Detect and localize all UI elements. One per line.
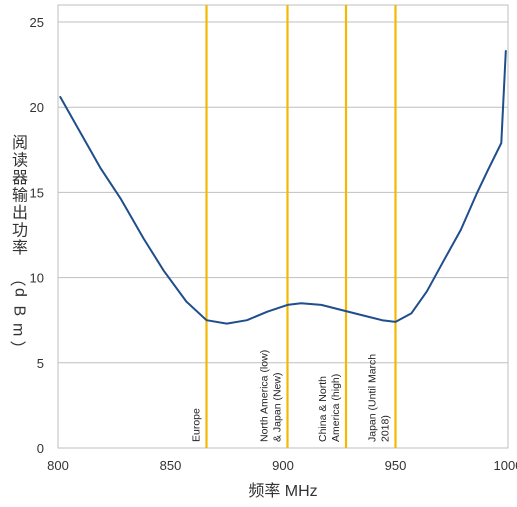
y-tick-label: 20 [30, 100, 44, 115]
y-tick-label: 15 [30, 185, 44, 200]
reference-label-line: 2018) [380, 415, 392, 442]
series-layer [59, 50, 507, 325]
y-tick-label: 5 [37, 356, 44, 371]
y-axis-title-char: （ [8, 271, 26, 287]
reference-label-line: North America (low) [259, 350, 271, 442]
y-axis-title-char: 输 [12, 187, 28, 205]
y-tick-label: 0 [37, 441, 44, 456]
x-axis-title: 频率 MHz [248, 482, 317, 500]
y-tick-label: 10 [30, 271, 44, 286]
x-tick-label: 800 [47, 458, 69, 473]
reference-label-line: China & North [317, 376, 329, 442]
y-axis-title-char: 阅 [12, 134, 28, 152]
y-axis-title-char: B [11, 306, 28, 317]
y-axis-title-char: 读 [12, 152, 28, 170]
y-tick-label: 25 [30, 15, 44, 30]
reference-label-group: North America (low)& Japan (New) [259, 350, 284, 442]
x-tick-label: 1000 [494, 458, 517, 473]
reference-label-line: Europe [191, 408, 203, 442]
y-axis-title-char: d [12, 288, 29, 297]
x-tick-label: 950 [385, 458, 407, 473]
y-axis-title-char: ） [8, 341, 26, 357]
y-axis-title-char: m [9, 323, 26, 336]
y-axis-title-char: 功 [12, 222, 28, 240]
reference-label-line: & Japan (New) [272, 373, 284, 442]
grid-layer [57, 4, 509, 449]
x-tick-label: 850 [160, 458, 182, 473]
reference-label: Japan (Until March2018) [367, 354, 392, 442]
y-axis-title-char: 器 [12, 169, 28, 187]
reference-label: Europe [191, 408, 203, 442]
reference-label: China & NorthAmerica (high) [317, 374, 342, 442]
reference-label-line: America (high) [330, 374, 342, 442]
y-axis-title-char: 出 [12, 204, 28, 222]
y-axis-title-char: 率 [12, 239, 28, 257]
reference-label-group: China & NorthAmerica (high) [317, 374, 342, 442]
series-line [59, 50, 507, 325]
reference-label-group: Europe [191, 408, 203, 442]
axis-layer: 0 5 10 15 20 25 800 850 900 950 1000 频率 MHz 阅读器输出功率 （… [8, 15, 517, 500]
reference-label-group: Japan (Until March2018) [367, 354, 392, 442]
reference-label: North America (low)& Japan (New) [259, 350, 284, 442]
reference-label-line: Japan (Until March [367, 354, 379, 442]
x-tick-label: 900 [272, 458, 294, 473]
reference-lines: Europe North America (low)& Japan (New) Ch… [191, 5, 397, 448]
